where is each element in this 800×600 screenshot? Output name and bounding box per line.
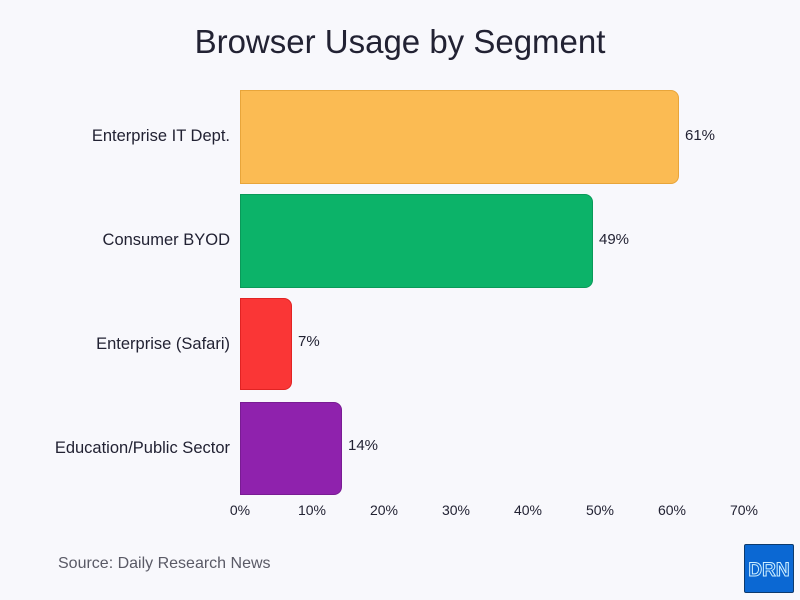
svg-text:DRN: DRN (748, 560, 789, 581)
